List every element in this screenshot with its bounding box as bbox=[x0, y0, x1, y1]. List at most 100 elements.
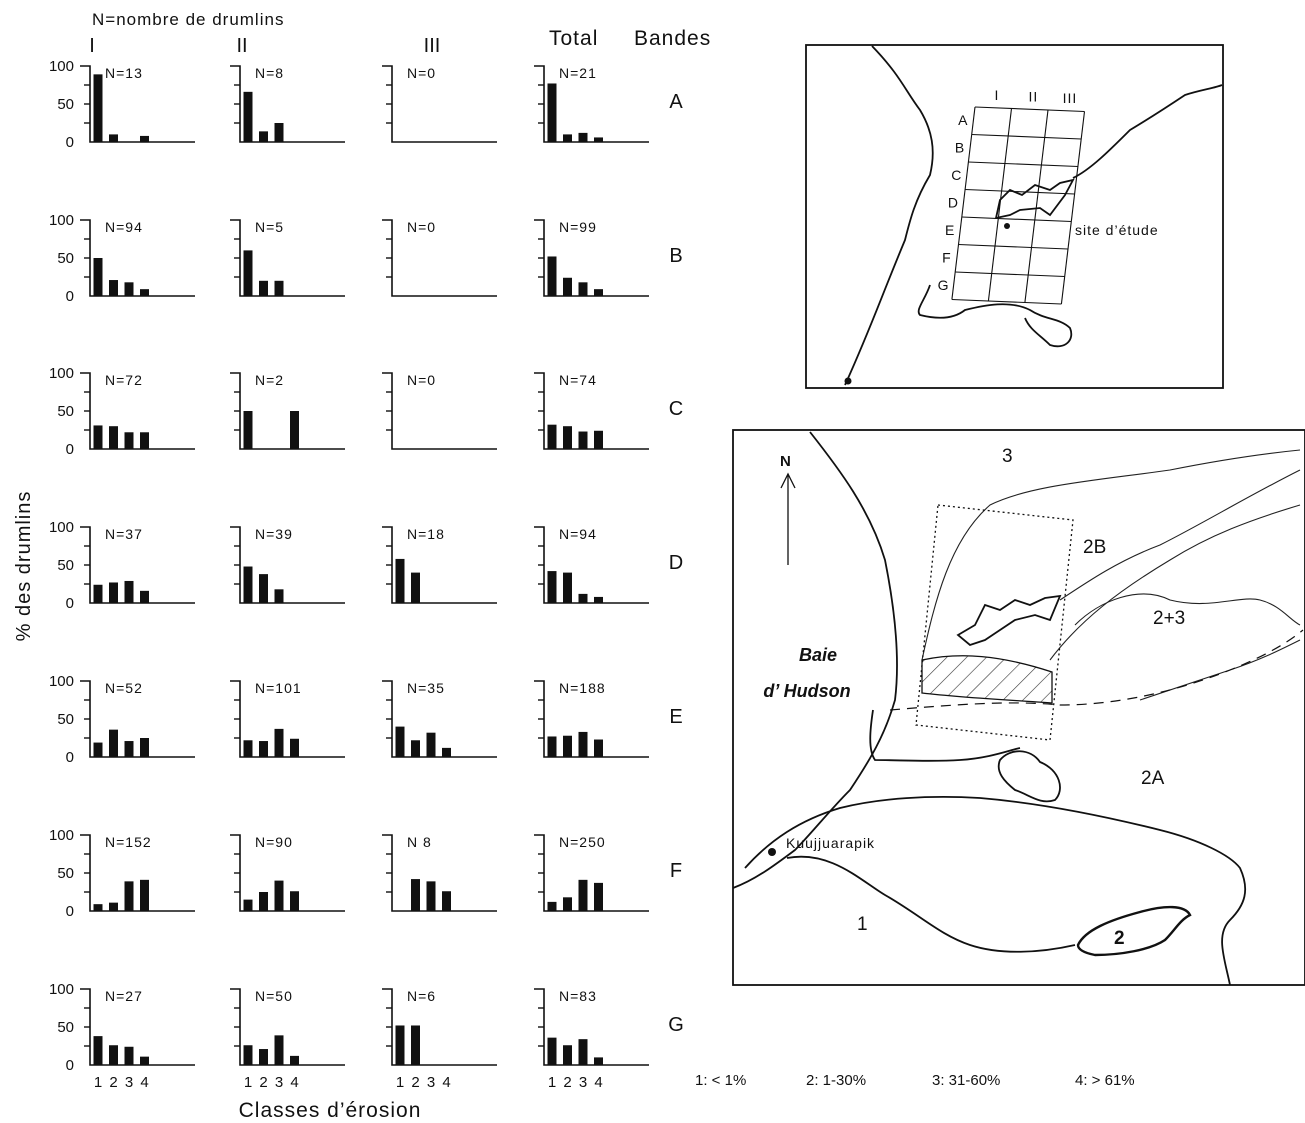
dotted-study-frame bbox=[915, 504, 1074, 741]
bar-e-1-class-1 bbox=[93, 742, 103, 757]
panel-f-2: N=90 bbox=[230, 834, 345, 912]
inset-grid-line bbox=[987, 108, 1013, 302]
column-header-2: II bbox=[236, 35, 247, 57]
bar-d-2-class-3 bbox=[274, 589, 284, 603]
bar-f-1-class-4 bbox=[140, 879, 149, 911]
panel-e-1: 100 50 0 N=52 bbox=[49, 673, 195, 766]
panel-b-3: N=0 bbox=[382, 219, 497, 297]
inset-row-label: A bbox=[958, 112, 968, 128]
main-map: N Baie d’ Hudson Kuujjuarapik 3 2B 2+3 2… bbox=[732, 429, 1305, 986]
zone-label-3: 3 bbox=[1002, 446, 1013, 467]
bar-e-1-class-2 bbox=[109, 729, 118, 757]
bar-d-4-class-3 bbox=[578, 593, 588, 603]
bar-d-3-class-1 bbox=[395, 558, 405, 603]
bar-g-1-class-4 bbox=[140, 1056, 149, 1065]
bar-g-4-class-4 bbox=[594, 1057, 603, 1065]
panel-a-1: 100 50 0 N=13 bbox=[49, 58, 195, 151]
panel-g-2: N=50 1 2 3 4 bbox=[230, 988, 345, 1091]
x-tick-label: 1 bbox=[396, 1074, 404, 1091]
panel-n-label: N=94 bbox=[105, 219, 143, 235]
total-header: Total bbox=[549, 27, 598, 50]
y-tick-label: 50 bbox=[57, 865, 74, 882]
inset-grid-line bbox=[971, 133, 1082, 140]
x-tick-label: 4 bbox=[594, 1074, 602, 1091]
bar-a-1-class-4 bbox=[140, 135, 149, 142]
main-river bbox=[1059, 469, 1301, 601]
bar-g-2-class-3 bbox=[274, 1035, 284, 1065]
bar-b-4-class-2 bbox=[563, 277, 572, 296]
panel-n-label: N=37 bbox=[105, 526, 143, 542]
north-label: N bbox=[780, 453, 791, 470]
panel-c-1: 100 50 0 N=72 bbox=[49, 365, 195, 458]
inset-grid-line bbox=[965, 188, 1075, 195]
zone-label-2a: 2A bbox=[1141, 768, 1165, 789]
band-label-c: C bbox=[669, 398, 683, 420]
x-tick-label: 2 bbox=[411, 1074, 419, 1091]
bar-a-2-class-2 bbox=[259, 131, 268, 142]
panel-n-label: N=90 bbox=[255, 834, 293, 850]
bar-e-1-class-3 bbox=[124, 741, 134, 757]
legend-item-2: 2: 1-30% bbox=[806, 1072, 866, 1089]
panel-b-2: N=5 bbox=[230, 219, 345, 297]
y-tick-label: 0 bbox=[66, 1057, 74, 1074]
main-lake bbox=[956, 594, 1062, 647]
inset-site-marker bbox=[1004, 223, 1010, 229]
panel-n-label: N=2 bbox=[255, 372, 284, 388]
bar-e-3-class-3 bbox=[426, 732, 436, 757]
band-label-f: F bbox=[670, 860, 682, 882]
bar-g-1-class-1 bbox=[93, 1036, 103, 1065]
panel-n-label: N=0 bbox=[407, 65, 436, 81]
bar-e-4-class-3 bbox=[578, 731, 588, 757]
band-labels: A B C D E F G bbox=[668, 91, 684, 1036]
bar-g-2-class-4 bbox=[290, 1055, 299, 1065]
bar-c-1-class-2 bbox=[109, 426, 118, 449]
main-map-frame bbox=[732, 429, 1305, 986]
bar-c-4-class-2 bbox=[563, 426, 572, 449]
bar-d-2-class-2 bbox=[259, 574, 268, 603]
bar-d-4-class-4 bbox=[594, 596, 603, 603]
bar-d-1-class-3 bbox=[124, 580, 134, 603]
panel-n-label: N=152 bbox=[105, 834, 152, 850]
bar-f-2-class-4 bbox=[290, 891, 299, 911]
bar-g-3-class-1 bbox=[395, 1025, 405, 1065]
bar-c-2-class-4 bbox=[290, 411, 299, 449]
panel-n-label: N=18 bbox=[407, 526, 445, 542]
bay-label-line2: d’ Hudson bbox=[763, 681, 850, 701]
y-tick-label: 0 bbox=[66, 595, 74, 612]
panel-g-4: N=83 1 2 3 4 bbox=[534, 988, 649, 1091]
bar-c-2-class-1 bbox=[243, 411, 253, 449]
panel-axis bbox=[382, 834, 497, 912]
panel-a-4: N=21 bbox=[534, 65, 649, 143]
panel-f-4: N=250 bbox=[534, 834, 649, 912]
bar-d-2-class-1 bbox=[243, 566, 253, 603]
zone3-boundary bbox=[921, 449, 1301, 661]
south-lake bbox=[997, 750, 1061, 803]
bar-a-1-class-1 bbox=[93, 74, 103, 142]
inset-grid-line bbox=[951, 106, 976, 300]
y-tick-label: 100 bbox=[49, 981, 74, 998]
bar-b-2-class-1 bbox=[243, 250, 253, 296]
panel-n-label: N=5 bbox=[255, 219, 284, 235]
inset-grid-line bbox=[1060, 111, 1086, 305]
bar-a-4-class-3 bbox=[578, 132, 588, 142]
column-header-3: III bbox=[424, 35, 441, 57]
bar-a-2-class-3 bbox=[274, 123, 284, 142]
y-tick-label: 0 bbox=[66, 134, 74, 151]
bar-c-1-class-4 bbox=[140, 432, 149, 449]
panel-axis bbox=[382, 65, 497, 143]
panel-d-4: N=94 bbox=[534, 526, 649, 604]
bar-e-4-class-4 bbox=[594, 739, 603, 757]
bay-label-line1: Baie bbox=[799, 645, 837, 665]
bar-e-2-class-2 bbox=[259, 741, 268, 757]
bar-d-1-class-2 bbox=[109, 582, 118, 603]
panel-n-label: N=188 bbox=[559, 680, 606, 696]
panel-c-2: N=2 bbox=[230, 372, 345, 450]
bar-g-4-class-1 bbox=[547, 1037, 557, 1065]
region1-boundary bbox=[744, 795, 1247, 986]
bar-c-4-class-1 bbox=[547, 424, 557, 449]
legend-item-4: 4: > 61% bbox=[1075, 1072, 1135, 1089]
y-tick-label: 50 bbox=[57, 403, 74, 420]
bar-a-1-class-2 bbox=[109, 134, 118, 142]
